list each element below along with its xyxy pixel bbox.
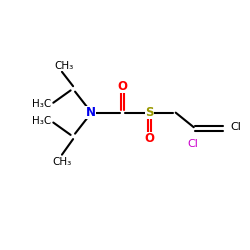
Text: CH₃: CH₃	[54, 61, 74, 71]
Text: Cl: Cl	[188, 139, 198, 149]
Text: O: O	[145, 132, 155, 145]
Text: H₃C: H₃C	[32, 99, 51, 109]
Text: N: N	[86, 106, 96, 119]
Text: H₃C: H₃C	[32, 116, 51, 126]
Text: S: S	[146, 106, 154, 119]
Text: O: O	[118, 80, 128, 93]
Text: CH₃: CH₃	[52, 156, 72, 166]
Text: Cl: Cl	[231, 122, 242, 132]
